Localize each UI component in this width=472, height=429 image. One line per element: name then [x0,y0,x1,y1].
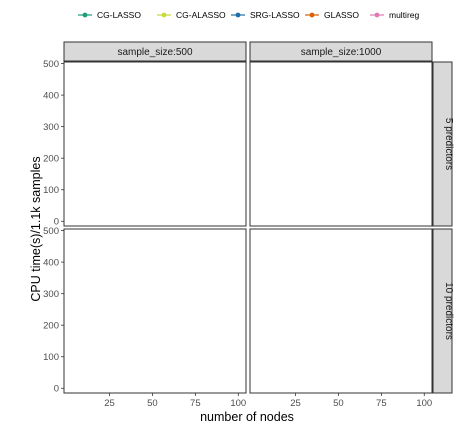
row-strip-10-predictors [432,228,453,394]
panel-border [63,61,247,227]
panel-r0-c0 [63,61,247,227]
x-tick-label: 50 [333,398,344,409]
x-tick-label: 100 [230,398,246,409]
legend-label-glasso: GLASSO [324,10,359,20]
x-tick-label: 50 [147,398,158,409]
legend-label-multireg: multireg [389,10,420,20]
facet-panels [63,61,433,394]
x-tick-label: 25 [290,398,301,409]
legend-key-marker [82,12,88,18]
panel-r1-c0 [63,228,247,394]
legend-item-glasso: GLASSO [305,10,359,20]
legend-key-marker [235,12,241,18]
panel-r1-c1 [249,228,433,394]
legend-item-srg-lasso: SRG-LASSO [231,10,300,20]
panel-border [249,61,433,227]
y-tick-label: 100 [43,185,59,196]
y-tick-label: 200 [43,320,59,331]
y-tick-label: 300 [43,289,59,300]
legend-label-srg-lasso: SRG-LASSO [250,10,300,20]
y-tick-label: 0 [54,217,59,228]
x-tick-label: 75 [376,398,387,409]
legend: CG-LASSO CG-ALASSO SRG-LASSO GLASSO multireg [78,10,420,20]
row-strip-label: 10 predictors [443,282,454,340]
legend-item-cg-lasso: CG-LASSO [78,10,141,20]
x-tick-label: 75 [190,398,201,409]
row-strip-label: 5 predictors [443,118,454,170]
y-tick-label: 500 [43,59,59,70]
x-tick-label: 100 [416,398,432,409]
x-tick-label: 25 [104,398,115,409]
panel-border [63,228,247,394]
legend-item-cg-alasso: CG-ALASSO [157,10,226,20]
column-strip-sample-size-1000 [249,41,433,62]
y-tick-label: 0 [54,384,59,395]
row-strip-5-predictors [432,61,453,227]
y-tick-label: 400 [43,90,59,101]
y-axis-title: CPU time(s)/1.1k samples [29,156,43,301]
legend-label-cg-alasso: CG-ALASSO [176,10,226,20]
x-axis-title: number of nodes [200,410,294,424]
y-tick-label: 300 [43,122,59,133]
facet-strips: sample_size:500 sample_size:1000 5 predict… [63,41,454,394]
y-tick-label: 100 [43,352,59,363]
y-tick-label: 400 [43,257,59,268]
legend-label-cg-lasso: CG-LASSO [97,10,141,20]
legend-item-multireg: multireg [370,10,420,20]
y-tick-label: 500 [43,226,59,237]
panel-r0-c1 [249,61,433,227]
legend-key-marker [161,12,167,18]
legend-key-marker [374,12,380,18]
column-strip-label: sample_size:500 [117,47,192,58]
column-strip-sample-size-500 [63,41,247,62]
column-strip-label: sample_size:1000 [301,47,382,58]
y-tick-label: 200 [43,153,59,164]
panel-border [249,228,433,394]
legend-key-marker [309,12,315,18]
